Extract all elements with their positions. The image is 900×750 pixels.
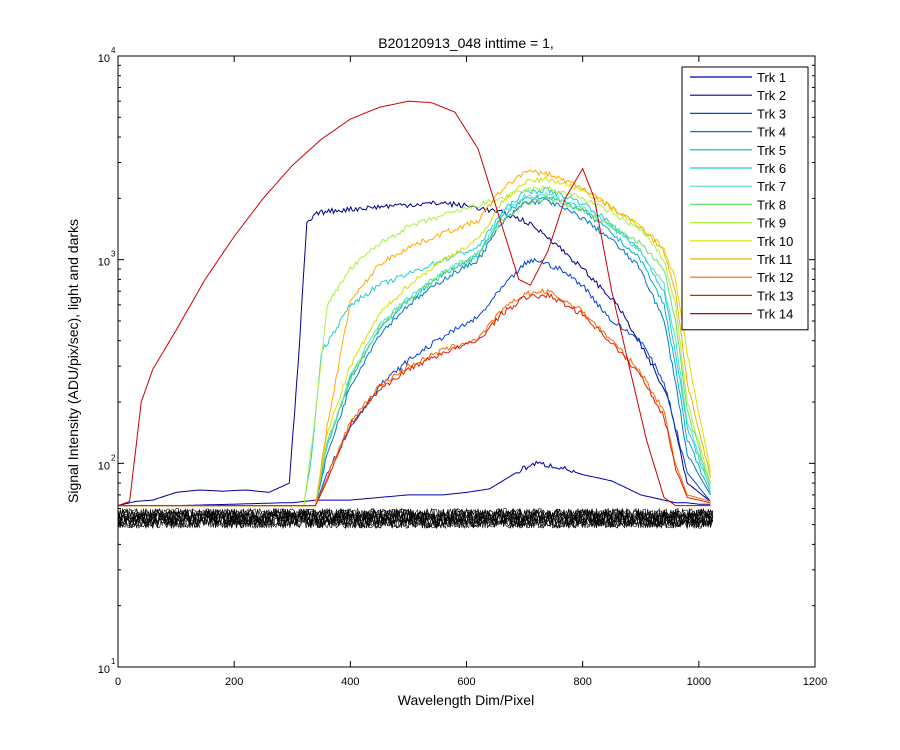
y-tick-label-exponent: 4 bbox=[111, 46, 116, 55]
x-tick-label: 800 bbox=[573, 676, 591, 688]
legend-label: Trk 14 bbox=[757, 307, 793, 322]
y-tick-label-exponent: 2 bbox=[111, 453, 116, 462]
dark-trace bbox=[118, 507, 714, 530]
dark-trace bbox=[118, 507, 714, 529]
legend-label: Trk 8 bbox=[757, 197, 786, 212]
y-tick-label-base: 10 bbox=[98, 664, 110, 676]
y-axis-title: Signal Intensity (ADU/pix/sec), light an… bbox=[65, 219, 81, 503]
legend-label: Trk 12 bbox=[757, 270, 793, 285]
chart-title: B20120913_048 inttime = 1, bbox=[378, 35, 554, 51]
legend: Trk 1 Trk 2 Trk 3 Trk 4 Trk 5 Trk 6 Trk 7 Trk 8… bbox=[681, 66, 809, 331]
series-line-13 bbox=[118, 291, 711, 507]
legend-label: Trk 10 bbox=[757, 234, 793, 249]
legend-label: Trk 6 bbox=[757, 161, 786, 176]
x-tick-label: 400 bbox=[341, 676, 359, 688]
legend-label: Trk 7 bbox=[757, 179, 786, 194]
x-axis-title: Wavelength Dim/Pixel bbox=[398, 692, 534, 708]
y-tick-label-exponent: 3 bbox=[111, 250, 116, 259]
series-line-14 bbox=[118, 100, 711, 507]
legend-label: Trk 9 bbox=[757, 216, 786, 231]
x-axis: 0 200 400 600 800 1000 1200 bbox=[115, 56, 827, 688]
x-tick-label: 0 bbox=[115, 676, 121, 688]
y-tick-label-base: 10 bbox=[98, 257, 110, 269]
y-tick-label-base: 10 bbox=[98, 460, 110, 472]
x-tick-label: 600 bbox=[457, 676, 475, 688]
legend-label: Trk 11 bbox=[757, 252, 792, 267]
legend-label: Trk 4 bbox=[757, 125, 786, 140]
x-tick-label: 200 bbox=[225, 676, 243, 688]
y-tick-label-base: 10 bbox=[98, 53, 110, 65]
x-tick-label: 1000 bbox=[687, 676, 711, 688]
legend-box bbox=[681, 66, 809, 331]
dark-frames-band bbox=[118, 507, 714, 530]
legend-label: Trk 2 bbox=[757, 88, 786, 103]
legend-label: Trk 1 bbox=[757, 70, 786, 85]
x-tick-label: 1200 bbox=[803, 676, 827, 688]
legend-label: Trk 5 bbox=[757, 143, 786, 158]
series-group bbox=[118, 100, 711, 507]
y-tick-label-exponent: 1 bbox=[111, 657, 116, 666]
legend-label: Trk 3 bbox=[757, 106, 786, 121]
legend-label: Trk 13 bbox=[757, 288, 793, 303]
dark-trace bbox=[118, 508, 713, 529]
series-line-2 bbox=[118, 200, 711, 507]
series-line-1 bbox=[118, 460, 711, 507]
